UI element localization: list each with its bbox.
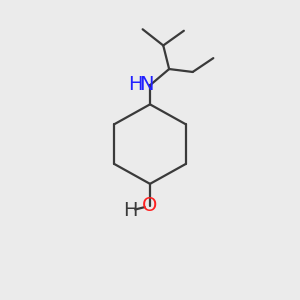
Text: H: H	[129, 75, 143, 94]
Text: H: H	[124, 201, 138, 220]
Text: N: N	[139, 75, 154, 94]
Text: O: O	[142, 196, 158, 215]
